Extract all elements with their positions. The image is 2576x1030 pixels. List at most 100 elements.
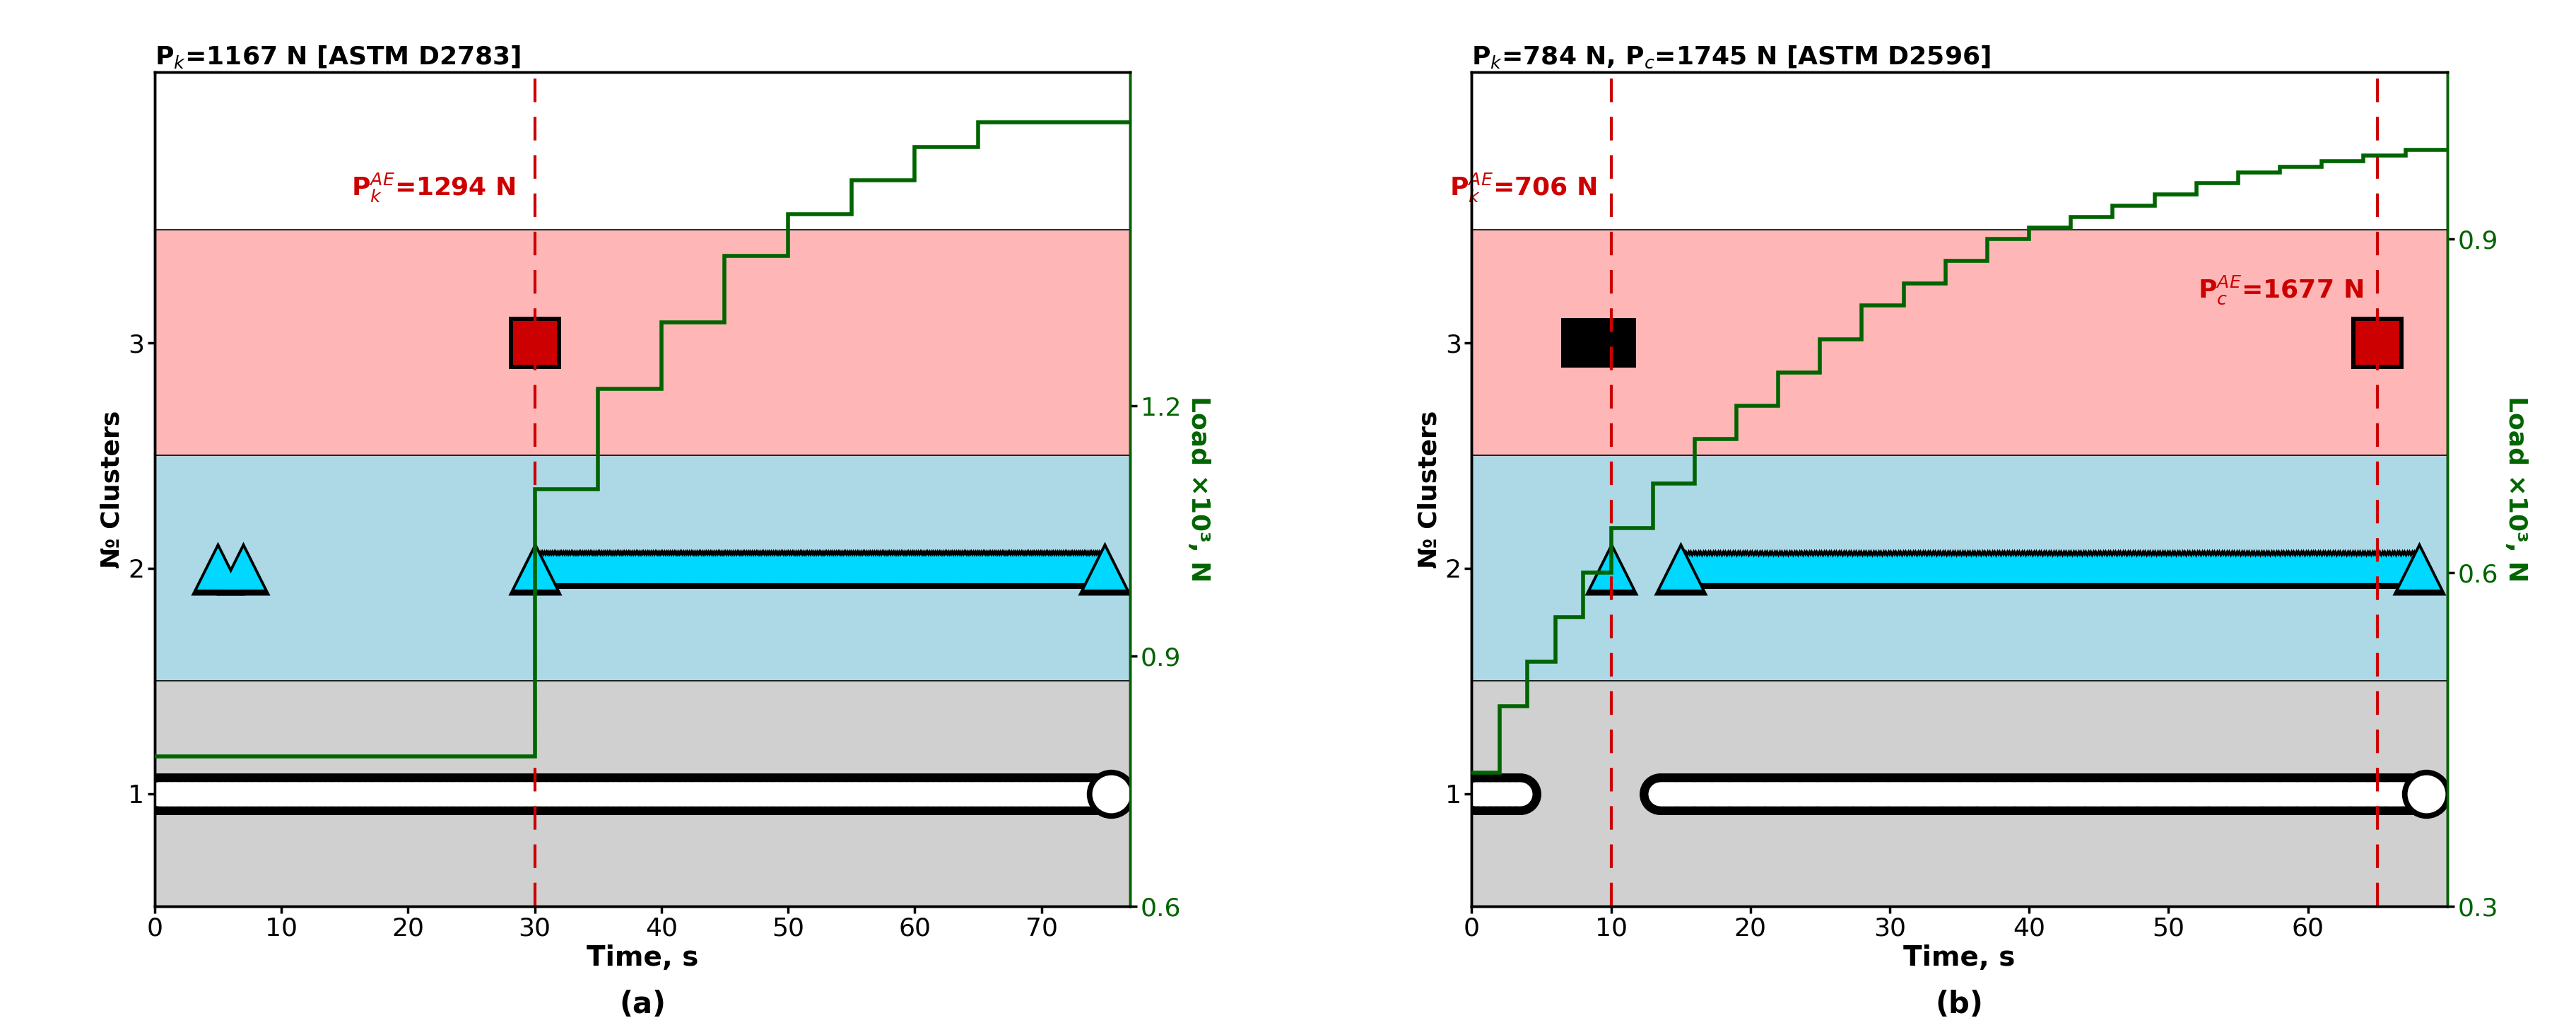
- Point: [2246, 786, 2287, 802]
- Point: [752, 786, 793, 802]
- Bar: [155, 230, 1131, 455]
- Point: [2197, 786, 2239, 802]
- Point: [786, 786, 827, 802]
- Point: [2112, 560, 2154, 577]
- Point: [2372, 560, 2414, 577]
- Point: [2166, 560, 2208, 577]
- Point: [863, 786, 904, 802]
- Point: [603, 786, 644, 802]
- Point: [580, 786, 621, 802]
- Point: [1984, 786, 2025, 802]
- Point: [1744, 786, 1785, 802]
- Point: [1741, 786, 1783, 802]
- Point: [1798, 786, 1839, 802]
- Point: [868, 786, 909, 802]
- Point: [1973, 786, 2014, 802]
- Point: [2081, 560, 2123, 577]
- Point: [1038, 560, 1079, 577]
- Point: [1677, 786, 1718, 802]
- Point: [2223, 786, 2264, 802]
- Point: [2017, 560, 2058, 577]
- Point: [688, 560, 729, 577]
- Point: [2079, 786, 2120, 802]
- Point: [1965, 560, 2007, 577]
- Point: [953, 786, 994, 802]
- Point: [2406, 786, 2447, 802]
- Point: [507, 786, 549, 802]
- Point: [2107, 786, 2148, 802]
- Y-axis label: № Clusters: № Clusters: [1417, 410, 1440, 569]
- Point: [1793, 786, 1834, 802]
- Point: [1814, 560, 1855, 577]
- Point: [1937, 560, 1978, 577]
- Point: [623, 560, 665, 577]
- Point: [2272, 560, 2313, 577]
- Point: [1829, 786, 1870, 802]
- Point: [909, 560, 951, 577]
- Point: [1850, 560, 1891, 577]
- Point: [466, 786, 507, 802]
- Point: [726, 560, 768, 577]
- Point: [644, 560, 685, 577]
- Point: [881, 786, 922, 802]
- Bar: [155, 455, 1131, 681]
- Point: [549, 560, 590, 577]
- Point: [229, 786, 270, 802]
- Point: [876, 560, 917, 577]
- Point: [2208, 560, 2249, 577]
- Point: [969, 786, 1010, 802]
- Point: [209, 786, 250, 802]
- Point: [835, 786, 876, 802]
- Point: [925, 786, 966, 802]
- Point: [652, 560, 693, 577]
- Point: [1736, 560, 1777, 577]
- Point: [933, 786, 974, 802]
- Text: P$_k$=784 N, P$_c$=1745 N [ASTM D2596]: P$_k$=784 N, P$_c$=1745 N [ASTM D2596]: [1471, 44, 1991, 70]
- Point: [1857, 786, 1899, 802]
- Point: [958, 786, 999, 802]
- Point: [1989, 560, 2030, 577]
- Point: [2365, 560, 2406, 577]
- Point: [2375, 786, 2416, 802]
- Point: [2017, 560, 2058, 577]
- Point: [878, 560, 920, 577]
- Point: [2287, 786, 2329, 802]
- Point: [556, 786, 598, 802]
- Point: [1873, 560, 1914, 577]
- Point: [940, 560, 981, 577]
- Point: [1832, 560, 1873, 577]
- Point: [2316, 560, 2357, 577]
- Point: [1095, 786, 1136, 802]
- Point: [1994, 786, 2035, 802]
- Point: [477, 786, 518, 802]
- Point: [1481, 786, 1522, 802]
- Point: [2084, 786, 2125, 802]
- Point: [2391, 786, 2432, 802]
- Point: [1700, 560, 1741, 577]
- Point: [2200, 786, 2241, 802]
- Point: [948, 786, 989, 802]
- Point: [276, 786, 317, 802]
- Point: [1976, 560, 2017, 577]
- Point: [1726, 560, 1767, 577]
- Point: [1777, 786, 1819, 802]
- Point: [1793, 560, 1834, 577]
- Point: [1090, 786, 1131, 802]
- Point: [281, 786, 322, 802]
- Point: [1054, 560, 1095, 577]
- Point: [1705, 560, 1747, 577]
- Point: [817, 560, 858, 577]
- Point: [930, 786, 971, 802]
- Point: [402, 786, 443, 802]
- Point: [137, 786, 178, 802]
- Point: [2331, 560, 2372, 577]
- Point: [878, 786, 920, 802]
- Point: [2097, 786, 2138, 802]
- Point: [518, 560, 559, 577]
- Point: [1873, 786, 1914, 802]
- Point: [335, 786, 376, 802]
- Point: [520, 786, 562, 802]
- Point: [157, 786, 198, 802]
- Point: [2313, 560, 2354, 577]
- Point: [912, 560, 953, 577]
